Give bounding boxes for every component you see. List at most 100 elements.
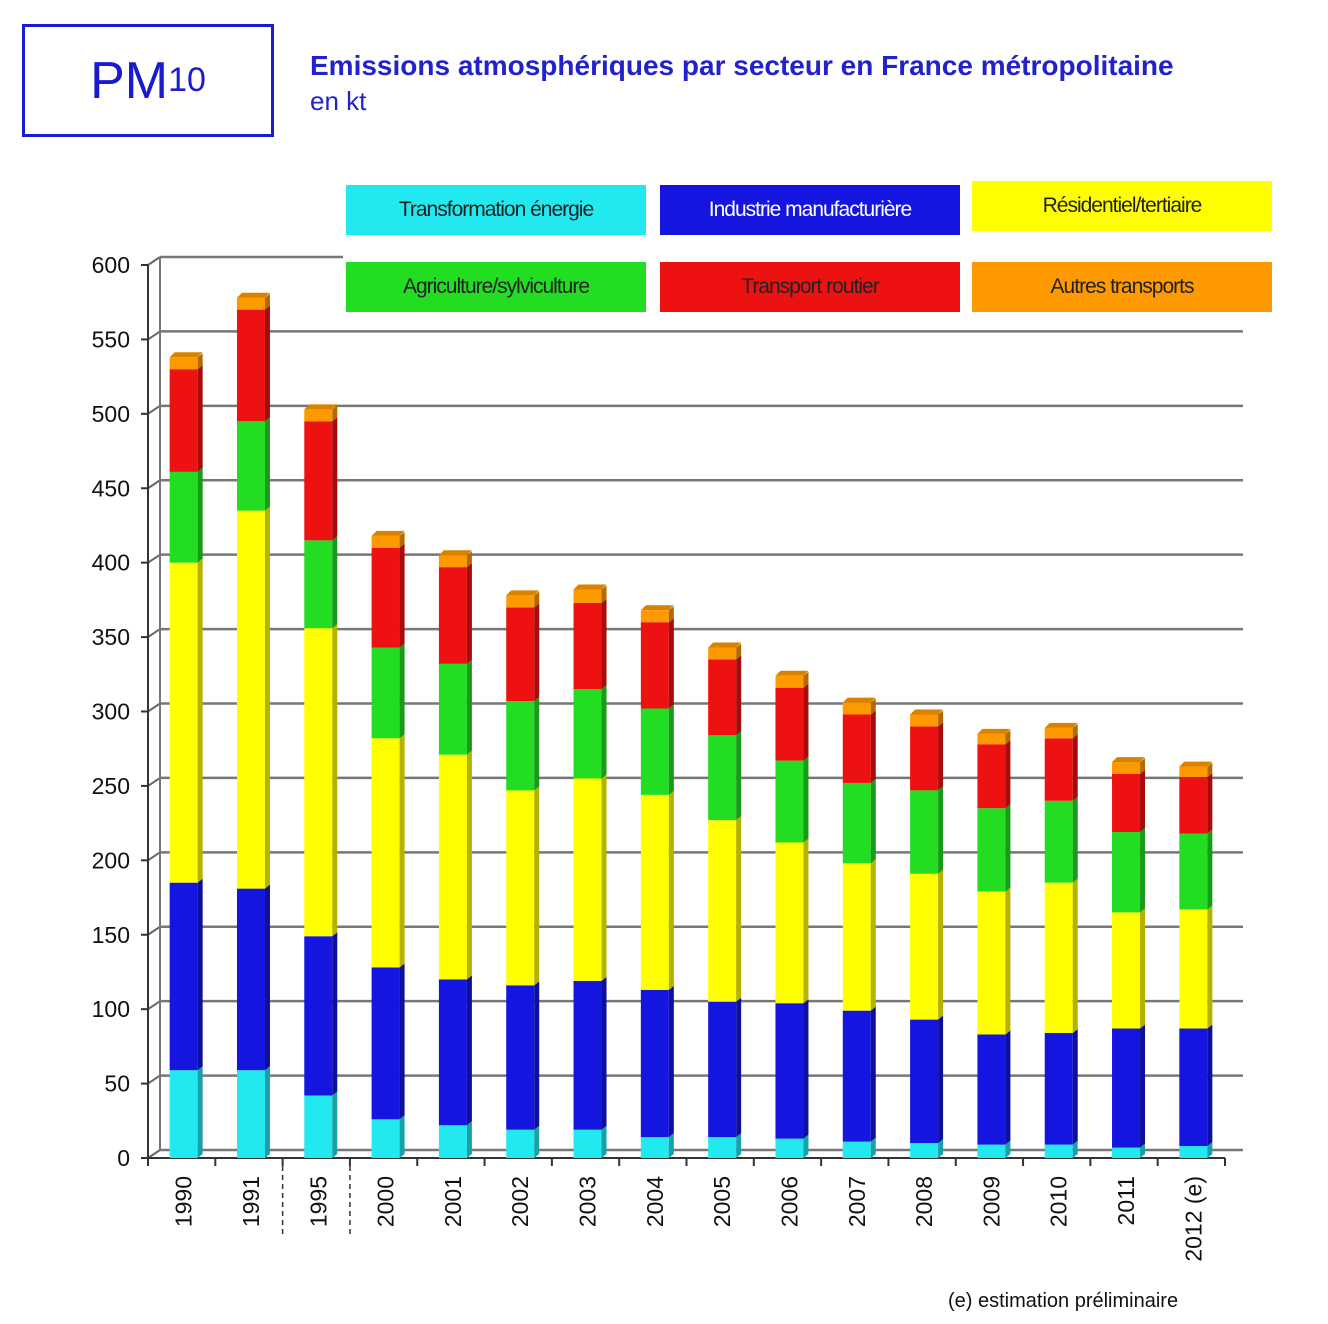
bar-segment (977, 1034, 1006, 1145)
bar-segment (506, 607, 535, 702)
x-tick-label: 2001 (440, 1176, 466, 1227)
bar-segment (371, 1119, 400, 1158)
grid-diagonal (147, 851, 161, 862)
bar-top (1044, 722, 1078, 728)
bar-segment-side (264, 884, 270, 1071)
bar-segment (977, 808, 1006, 892)
bar-segment (1179, 833, 1208, 910)
bar-segment-side (466, 975, 472, 1126)
bar-segment (236, 510, 265, 889)
bar-segment (438, 754, 467, 980)
bar-segment-side (736, 643, 742, 660)
bar-segment (708, 1001, 737, 1138)
grid-diagonal (147, 256, 161, 266)
bar-segment (438, 1125, 467, 1158)
y-tick-label: 0 (117, 1145, 130, 1171)
bar-segment-side (534, 697, 540, 791)
legend-entry: Agriculture/sylviculture (346, 262, 646, 312)
bar-segment (1044, 1144, 1073, 1158)
bar-segment-side (466, 659, 472, 755)
bar-top (1112, 757, 1146, 763)
bar-segment-side (399, 734, 405, 968)
bar-segment-side (399, 543, 405, 648)
bar-segment (169, 882, 198, 1071)
bar-segment-side (1072, 734, 1078, 801)
bar-top (910, 709, 944, 715)
y-tick-label: 550 (92, 326, 130, 352)
bar-segment-side (601, 598, 607, 690)
bar-segment-side (870, 1006, 876, 1142)
bar-segment-side (197, 558, 203, 883)
bar-segment (775, 760, 804, 843)
bar-segment-side (1140, 758, 1146, 775)
bar-segment (573, 602, 602, 690)
bar-segment (910, 790, 939, 874)
bar-segment (236, 421, 265, 511)
bar-segment-side (938, 869, 944, 1020)
bar-segment (842, 714, 871, 783)
bar-segment (304, 540, 333, 629)
bar-segment-side (332, 932, 338, 1096)
bar-segment (977, 733, 1006, 745)
bar-segment (708, 820, 737, 1002)
bar-segment-side (466, 563, 472, 664)
bar-segment-side (332, 624, 338, 937)
bar-segment-side (1207, 829, 1213, 910)
y-tick-label: 450 (92, 475, 130, 501)
bar-segment-side (1140, 770, 1146, 833)
bar-segment (169, 357, 198, 370)
grid-diagonal (147, 925, 161, 936)
bar-segment-side (601, 774, 607, 981)
bar-segment (236, 297, 265, 310)
bar-segment-side (534, 603, 540, 702)
bar-top (169, 352, 203, 358)
bar-segment (371, 967, 400, 1120)
bar-segment-side (1005, 740, 1011, 809)
bar-segment-side (668, 1133, 674, 1158)
bar-segment-side (534, 981, 540, 1130)
legend-entry: Transport routier (660, 262, 960, 312)
bar-segment (304, 628, 333, 937)
grid-diagonal (147, 628, 161, 638)
bar-segment-side (332, 405, 338, 422)
bar-segment (506, 595, 535, 608)
bar-segment (236, 888, 265, 1071)
bar-segment (708, 659, 737, 736)
bar-segment (506, 1129, 535, 1158)
bar-segment (169, 369, 198, 472)
bar-segment (910, 1143, 939, 1158)
footnote: (e) estimation préliminaire (948, 1290, 1179, 1312)
bar-segment-side (601, 685, 607, 779)
bar-segment (910, 873, 939, 1020)
x-tick-label: 2012 (e) (1180, 1176, 1206, 1262)
bar-segment (910, 1019, 939, 1144)
bar-segment (640, 989, 669, 1138)
bar-segment-side (870, 859, 876, 1011)
grid-diagonal (147, 1000, 161, 1010)
legend-entry: Industrie manufacturière (660, 185, 960, 235)
bar-segment (842, 863, 871, 1011)
bar-segment (910, 726, 939, 791)
y-tick-label: 600 (92, 252, 130, 278)
bar-segment (1112, 1147, 1141, 1158)
bar-segment (1179, 766, 1208, 777)
bar-segment (640, 622, 669, 709)
bar-top (842, 697, 876, 703)
grid-diagonal (147, 330, 161, 341)
bar-segment (573, 1129, 602, 1158)
bar-segment-side (668, 606, 674, 623)
y-tick-label: 350 (92, 624, 130, 650)
bar-segment-side (197, 1066, 203, 1158)
bar-segment-side (803, 671, 809, 688)
bar-segment (640, 708, 669, 795)
bar-segment-side (736, 816, 742, 1002)
bar-segment (371, 647, 400, 739)
bar-segment-side (1207, 1142, 1213, 1158)
bar-segment-side (938, 786, 944, 874)
bar-segment (304, 409, 333, 422)
y-tick-label: 300 (92, 699, 130, 725)
x-tick-label: 2005 (709, 1176, 735, 1227)
bar-segment (708, 647, 737, 660)
bar-top (506, 590, 540, 596)
